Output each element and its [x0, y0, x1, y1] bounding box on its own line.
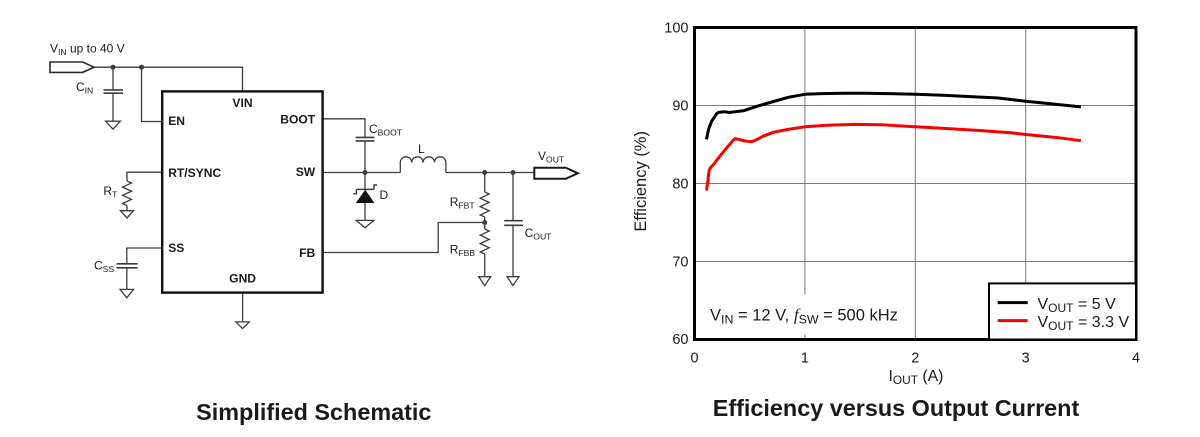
- svg-text:COUT: COUT: [525, 226, 553, 242]
- svg-text:SS: SS: [168, 241, 184, 255]
- svg-text:IOUT (A): IOUT (A): [889, 368, 944, 387]
- svg-text:VIN: VIN: [232, 96, 252, 110]
- svg-text:CIN: CIN: [76, 80, 93, 96]
- svg-text:100: 100: [664, 21, 688, 37]
- svg-text:1: 1: [801, 351, 809, 367]
- svg-text:70: 70: [672, 255, 688, 271]
- svg-text:4: 4: [1132, 351, 1140, 367]
- svg-text:90: 90: [672, 99, 688, 115]
- svg-text:VIN = 12 V, fSW = 500 kHz: VIN = 12 V, fSW = 500 kHz: [710, 305, 898, 326]
- svg-text:60: 60: [672, 332, 688, 348]
- svg-text:D: D: [380, 188, 389, 202]
- svg-text:0: 0: [690, 351, 698, 367]
- svg-text:2: 2: [911, 351, 919, 367]
- svg-text:VIN up to 40 V: VIN up to 40 V: [50, 42, 125, 58]
- svg-text:80: 80: [672, 177, 688, 193]
- svg-text:EN: EN: [168, 114, 185, 128]
- svg-text:GND: GND: [229, 271, 256, 285]
- svg-text:VOUT = 3.3 V: VOUT = 3.3 V: [1038, 314, 1130, 333]
- svg-text:FB: FB: [299, 246, 315, 260]
- svg-text:L: L: [418, 142, 425, 156]
- svg-text:RT/SYNC: RT/SYNC: [168, 166, 221, 180]
- svg-text:RFBB: RFBB: [450, 242, 476, 258]
- svg-text:CSS: CSS: [94, 259, 114, 275]
- svg-text:VOUT: VOUT: [538, 149, 565, 165]
- svg-text:CBOOT: CBOOT: [369, 122, 403, 138]
- svg-text:VOUT = 5 V: VOUT = 5 V: [1038, 296, 1117, 315]
- svg-text:RT: RT: [103, 184, 118, 200]
- svg-text:SW: SW: [296, 165, 316, 179]
- svg-text:RFBT: RFBT: [450, 195, 476, 211]
- svg-text:Simplified Schematic: Simplified Schematic: [196, 399, 431, 425]
- svg-text:Efficiency versus Output Curre: Efficiency versus Output Current: [713, 395, 1080, 421]
- svg-text:Efficiency (%): Efficiency (%): [632, 131, 650, 232]
- svg-text:BOOT: BOOT: [280, 112, 316, 126]
- svg-text:3: 3: [1022, 351, 1030, 367]
